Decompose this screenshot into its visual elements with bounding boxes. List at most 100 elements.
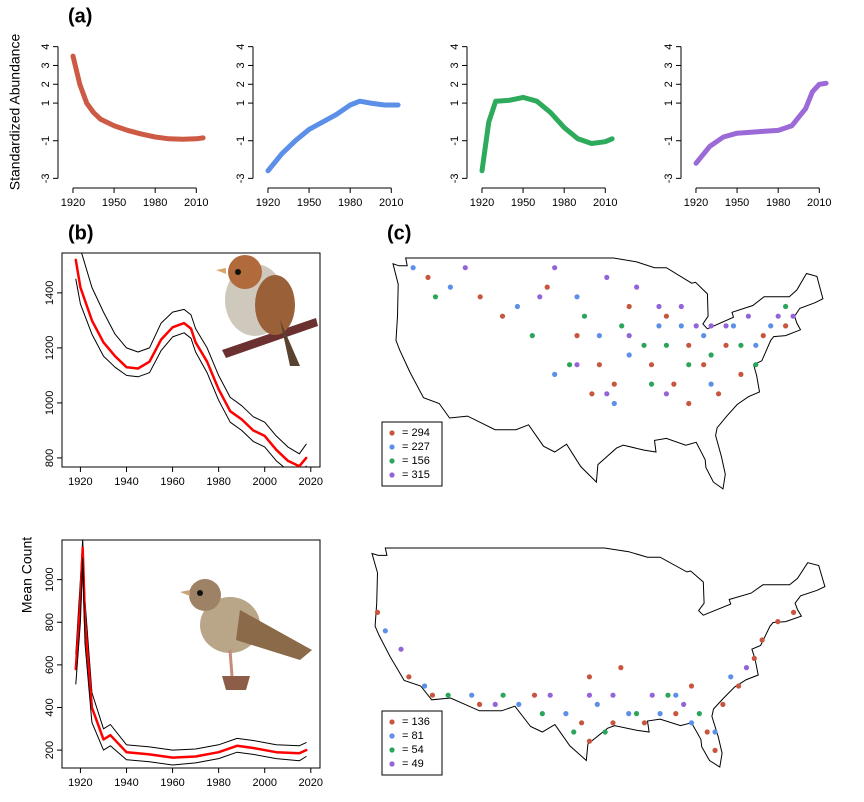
site-dot (610, 692, 616, 698)
y-tick-label: 1 (663, 100, 675, 106)
site-dot (708, 323, 714, 329)
map-outline (392, 257, 824, 490)
series-line (75, 557, 307, 766)
x-tick-label: 1950 (102, 197, 126, 209)
x-tick-label: 1920 (61, 197, 85, 209)
site-dot (673, 711, 679, 717)
x-tick-label: 1980 (552, 197, 576, 209)
site-dot (657, 711, 663, 717)
site-dot (611, 381, 617, 387)
site-dot (730, 323, 737, 329)
site-dot (382, 628, 388, 634)
site-dot (738, 371, 744, 377)
y-tick-label: 1 (40, 100, 52, 106)
site-dot (537, 294, 543, 300)
legend-swatch (389, 430, 395, 436)
x-tick-label: 1950 (297, 197, 321, 209)
site-dot (574, 362, 580, 368)
site-dot (586, 738, 593, 744)
site-dot (648, 362, 655, 368)
legend-swatch (389, 458, 395, 464)
legend-swatch (389, 761, 395, 767)
series-line (75, 278, 307, 467)
y-tick-label: -3 (663, 173, 675, 183)
site-dot (604, 391, 610, 397)
site-dot (751, 655, 757, 662)
site-dot (704, 729, 710, 735)
site-dot (586, 674, 593, 680)
site-dot (775, 619, 781, 625)
panel-label: (b) (68, 222, 94, 244)
site-dot (783, 323, 789, 329)
x-tick-label: 2020 (299, 777, 323, 789)
x-tick-label: 2020 (299, 476, 323, 488)
site-dot (626, 333, 632, 339)
site-dot (728, 674, 734, 680)
x-tick-label: 2010 (593, 197, 617, 209)
site-dot (723, 342, 729, 348)
site-dot (693, 323, 699, 329)
site-dot (738, 342, 744, 348)
site-dot (753, 342, 759, 348)
site-dot (547, 692, 553, 698)
site-dot (678, 303, 684, 310)
x-tick-label: 2010 (184, 197, 208, 209)
x-tick-label: 1960 (160, 777, 184, 789)
site-dot (619, 323, 625, 329)
site-dot (531, 692, 538, 698)
site-dot (760, 333, 766, 339)
site-dot (571, 729, 577, 735)
site-dot (759, 637, 765, 643)
site-dot (673, 692, 679, 698)
site-dot (552, 371, 558, 377)
legend-swatch (389, 747, 395, 753)
plot-frame (61, 252, 321, 468)
y-tick-label: -3 (40, 173, 52, 183)
x-tick-label: 2010 (807, 197, 831, 209)
site-dot (720, 701, 726, 708)
site-dot (686, 362, 692, 368)
site-dot (656, 303, 662, 310)
site-dot (406, 674, 412, 680)
map-outline (371, 547, 826, 768)
y-tick-label: 1 (235, 100, 247, 106)
y-tick-label: 1200 (44, 336, 56, 360)
panel-label: (a) (68, 5, 92, 27)
site-dot (492, 701, 498, 708)
site-dot (753, 362, 759, 368)
site-dot (563, 711, 569, 717)
y-tick-label: 3 (449, 62, 461, 68)
x-tick-label: 1980 (206, 777, 230, 789)
y-tick-label: 600 (44, 656, 56, 674)
y-tick-label: -1 (40, 136, 52, 146)
x-tick-label: 1980 (338, 197, 362, 209)
y-tick-label: 2 (40, 81, 52, 87)
y-tick-label: 1000 (44, 567, 56, 591)
y-tick-label: 4 (663, 44, 675, 50)
site-dot (602, 729, 608, 735)
y-tick-label: 800 (44, 613, 56, 631)
site-dot (790, 609, 797, 616)
site-dot (634, 284, 640, 290)
y-tick-label: 3 (663, 62, 675, 68)
plot-frame (61, 539, 321, 769)
site-dot (410, 265, 416, 271)
site-dot (686, 342, 692, 348)
site-dot (626, 352, 632, 358)
site-dot (723, 323, 729, 329)
site-dot (688, 720, 695, 726)
site-dot (686, 400, 692, 407)
site-dot (604, 274, 610, 280)
site-dot (374, 609, 381, 616)
legend-label: = 49 (402, 758, 424, 770)
y-axis-label: Standardized Abundance (7, 34, 23, 191)
site-dot (544, 284, 550, 290)
site-dot (589, 391, 595, 397)
x-tick-label: 1980 (143, 197, 167, 209)
site-dot (596, 333, 602, 339)
site-dot (574, 333, 580, 339)
site-dot (586, 692, 593, 698)
site-dot (398, 646, 404, 652)
site-dot (596, 362, 602, 368)
